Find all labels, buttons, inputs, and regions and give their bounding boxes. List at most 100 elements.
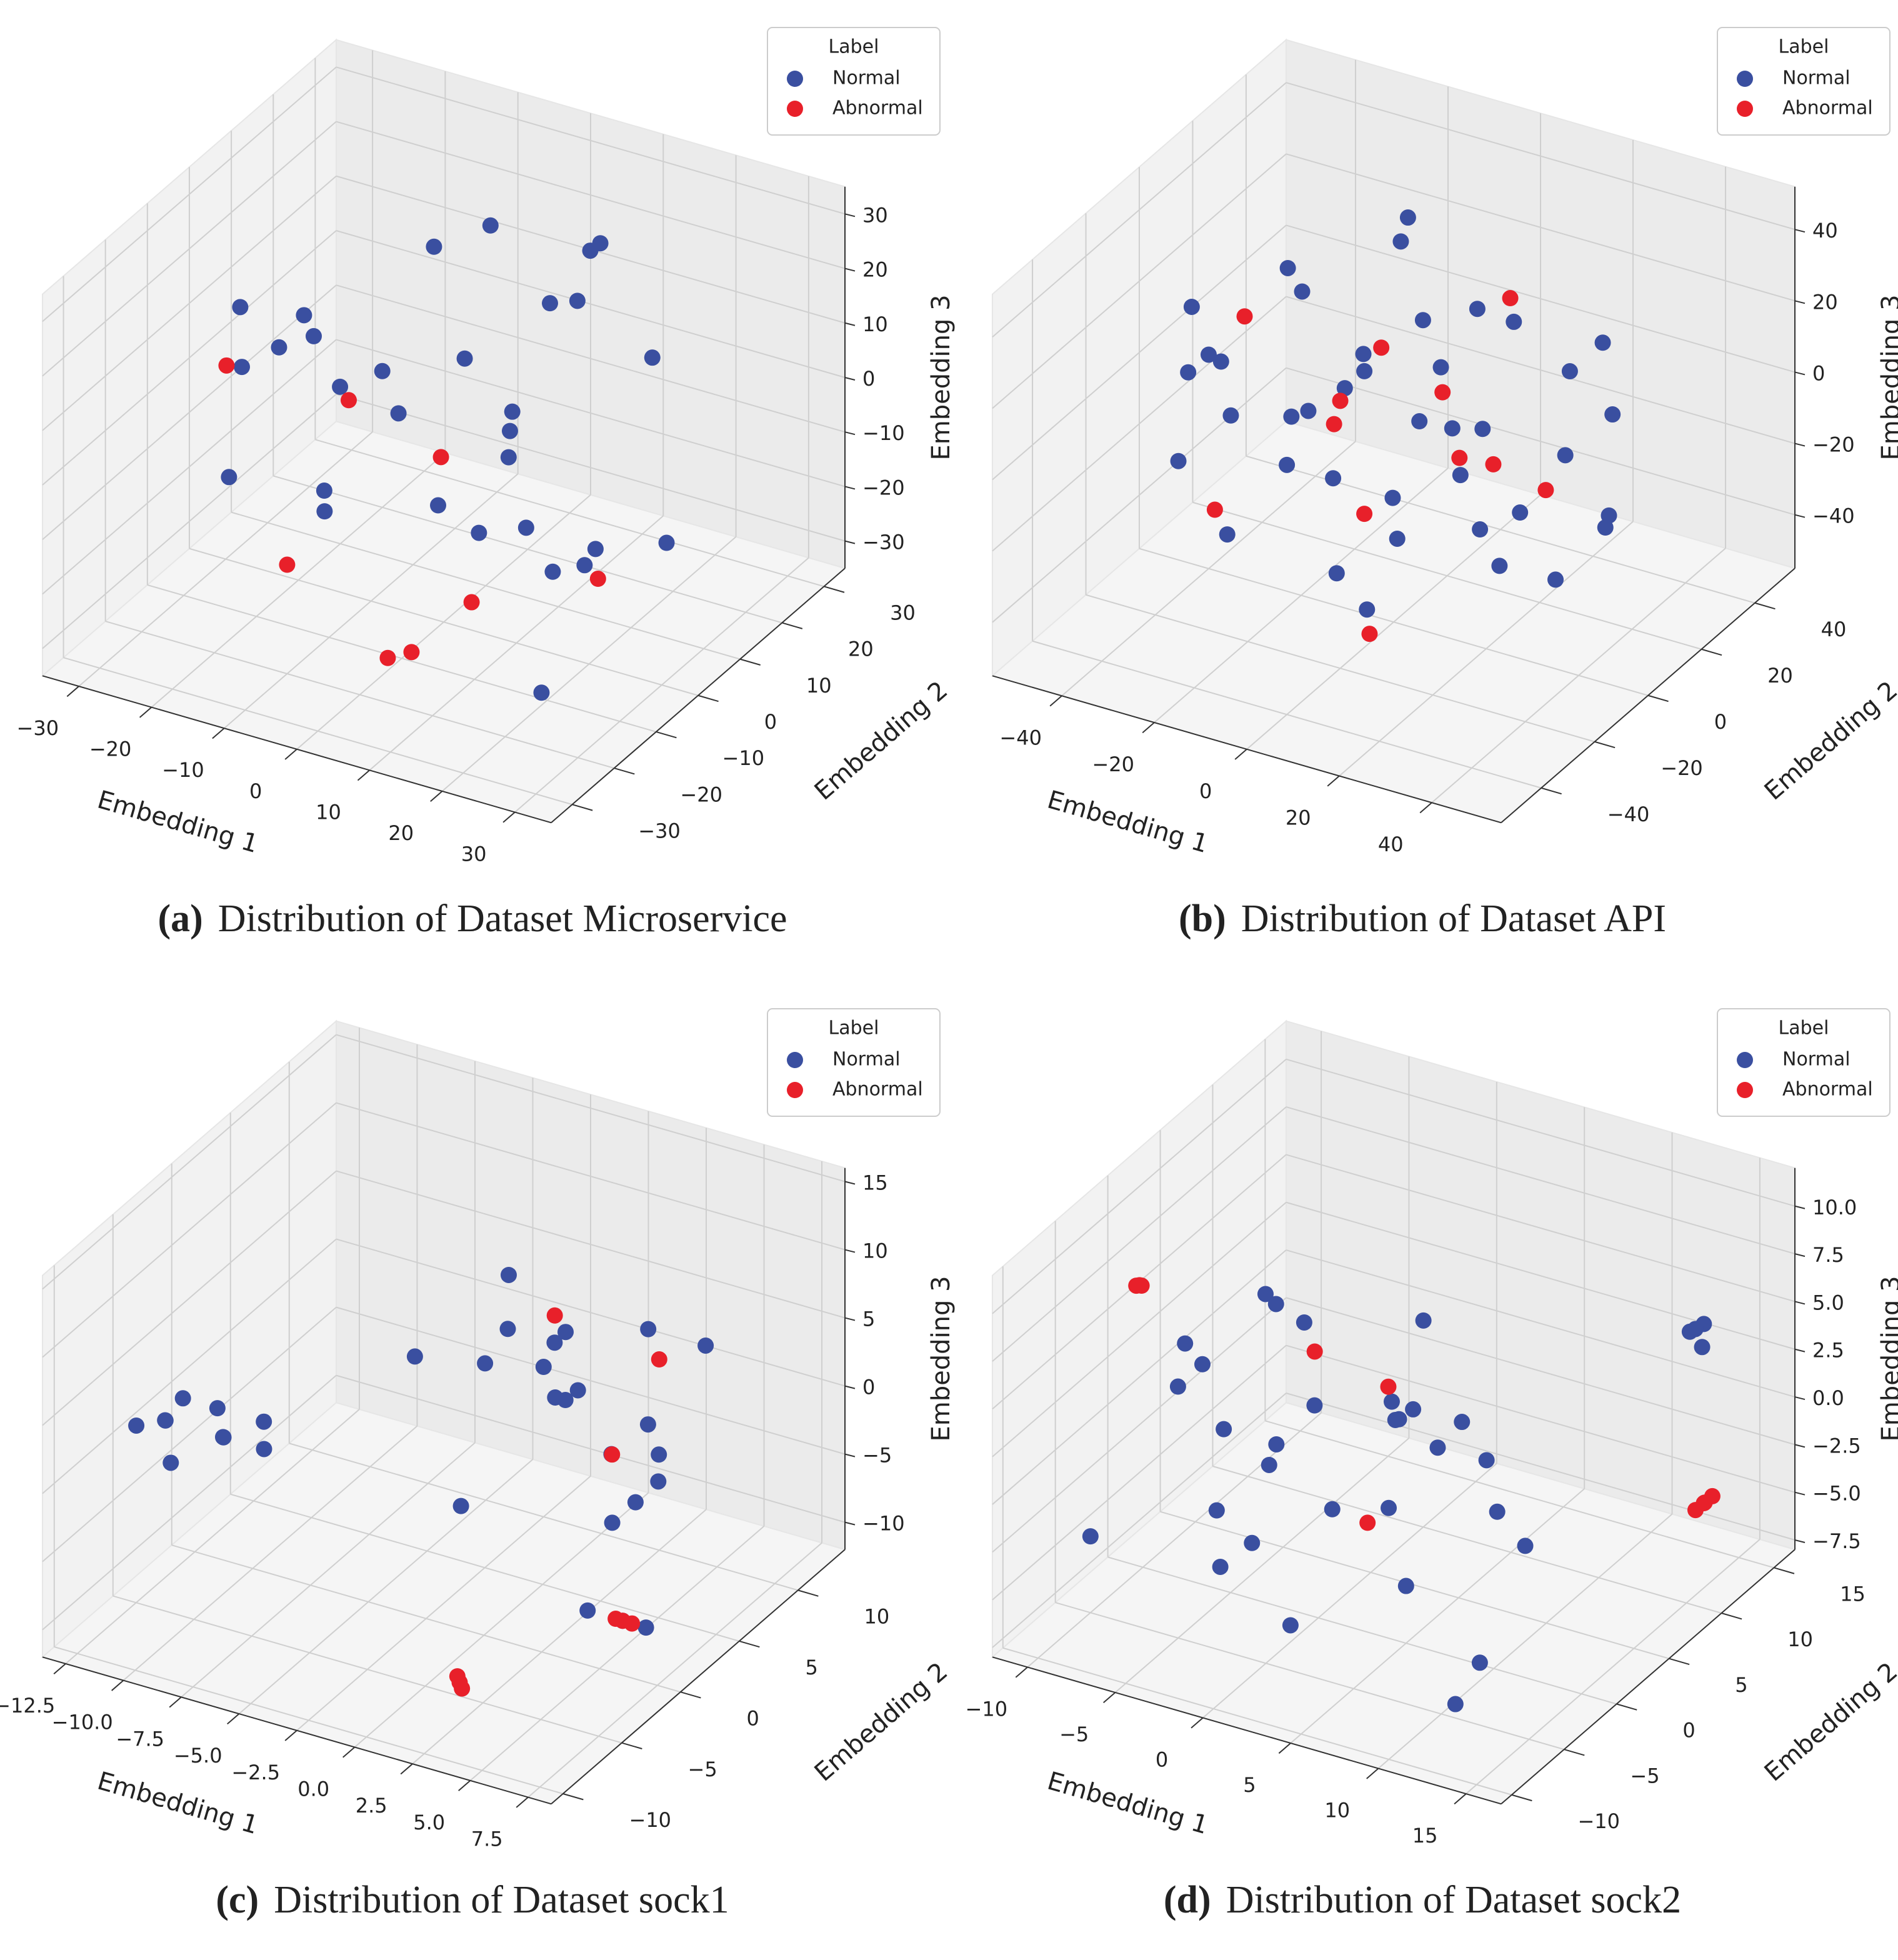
grid-line — [354, 1492, 649, 1748]
legend-marker — [1737, 101, 1753, 117]
tick-mark — [782, 622, 803, 629]
tick-mark — [1366, 1768, 1379, 1779]
point — [1219, 526, 1236, 543]
point — [379, 649, 396, 666]
grid-line — [1290, 1488, 1585, 1744]
tick-mark — [1794, 371, 1806, 376]
x-tick-label: 5 — [1243, 1773, 1256, 1797]
axis-line — [992, 1656, 1502, 1805]
legend-label: Normal — [1782, 68, 1851, 89]
point — [426, 238, 442, 255]
point — [1361, 626, 1378, 642]
tick-mark — [430, 791, 443, 802]
z-tick-label: 30 — [862, 203, 888, 227]
tick-mark — [284, 749, 297, 760]
grid-line — [1286, 367, 1796, 516]
point — [390, 405, 407, 422]
legend-box — [1717, 1008, 1891, 1117]
x-tick-label: −20 — [1092, 752, 1134, 776]
tick-mark — [572, 804, 593, 811]
point — [1696, 1494, 1713, 1511]
caption-label: (a) — [157, 898, 202, 940]
grid-line — [42, 339, 337, 595]
grid-line — [992, 224, 1287, 481]
x-tick-label: 15 — [1412, 1824, 1438, 1848]
z-tick-label: −5 — [862, 1444, 892, 1468]
point — [604, 1514, 621, 1531]
tick-mark — [1774, 1567, 1795, 1574]
tick-mark — [656, 731, 677, 739]
grid-line — [1086, 594, 1595, 742]
tick-mark — [844, 377, 856, 381]
x-axis-label: Embedding 1 — [1044, 1766, 1211, 1840]
point — [650, 1473, 667, 1490]
point — [546, 1334, 563, 1351]
point — [1300, 402, 1317, 419]
legend-marker — [787, 71, 803, 87]
legend-label: Abnormal — [832, 1079, 923, 1101]
grid-line — [469, 1526, 765, 1781]
y-tick-label: −5 — [1630, 1764, 1659, 1788]
point — [1183, 298, 1200, 315]
grid-line — [336, 1306, 846, 1455]
tick-mark — [1419, 802, 1432, 814]
grid-line — [122, 1425, 418, 1681]
point — [157, 1412, 174, 1429]
point — [1597, 519, 1614, 536]
tick-mark — [1794, 1301, 1806, 1305]
point — [651, 1446, 667, 1463]
y-tick-label: 20 — [848, 638, 874, 661]
grid-line — [992, 1297, 1287, 1553]
tick-mark — [400, 1763, 413, 1775]
point — [1212, 353, 1229, 370]
grid-line — [65, 1409, 360, 1664]
y-tick-label: 0 — [764, 710, 777, 734]
x-tick-label: −20 — [89, 738, 132, 761]
legend-label: Normal — [832, 68, 901, 89]
point — [1380, 1378, 1397, 1395]
grid-line — [1202, 1462, 1497, 1719]
tick-mark — [1794, 1539, 1806, 1543]
grid-line — [1286, 153, 1796, 302]
axis-line — [42, 675, 552, 824]
point — [1128, 1278, 1145, 1294]
point — [1452, 467, 1469, 484]
x-axis-label: Embedding 1 — [1044, 785, 1211, 859]
point — [232, 299, 249, 316]
y-tick-label: 15 — [1840, 1582, 1866, 1606]
legend-box — [767, 1008, 941, 1117]
y-tick-label: 5 — [1735, 1673, 1747, 1697]
grid-line — [1160, 1511, 1669, 1659]
point — [332, 378, 349, 395]
z-tick-label: 0 — [862, 367, 875, 391]
x-tick-label: −12.5 — [0, 1694, 55, 1718]
y-tick-label: −30 — [638, 819, 681, 842]
point — [1200, 346, 1217, 363]
panel: −30−20−100102030−30−20−100102030−30−20−1… — [17, 27, 956, 940]
tick-mark — [680, 1691, 701, 1699]
point — [1177, 1335, 1194, 1352]
tick-mark — [66, 686, 79, 698]
legend: Label Normal Abnormal — [1717, 1008, 1891, 1117]
grid-line — [42, 1102, 337, 1358]
point — [1506, 313, 1522, 330]
grid-line — [42, 121, 337, 377]
tick-mark — [844, 431, 856, 436]
z-axis-label: Embedding 3 — [927, 294, 956, 460]
z-tick-label: 2.5 — [1812, 1339, 1844, 1362]
grid-line — [1265, 1420, 1774, 1569]
point — [456, 350, 473, 367]
tick-mark — [1647, 694, 1669, 702]
legend-label: Normal — [832, 1049, 901, 1071]
grid-line — [992, 153, 1287, 409]
tick-mark — [1234, 749, 1247, 760]
point — [500, 449, 517, 466]
grid-line — [336, 1374, 846, 1523]
tick-mark — [844, 1453, 856, 1458]
x-tick-label: 7.5 — [471, 1828, 503, 1851]
z-axis-label: Embedding 3 — [927, 1276, 956, 1441]
point — [477, 1355, 494, 1372]
point — [1429, 1439, 1446, 1456]
y-tick-label: 30 — [890, 601, 916, 625]
point — [1180, 364, 1197, 381]
